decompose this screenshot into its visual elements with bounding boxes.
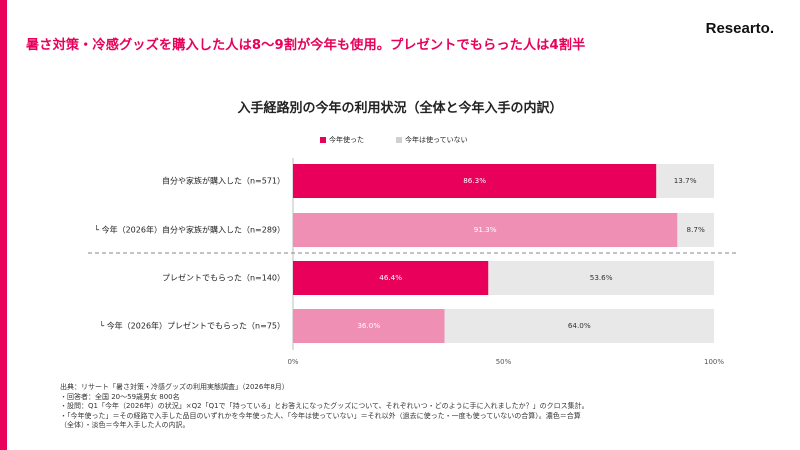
bar-segment bbox=[444, 309, 714, 343]
category-label: プレゼントでもらった（n=140） bbox=[162, 273, 285, 283]
bar-value-label: 53.6% bbox=[590, 273, 613, 282]
bar-value-label: 13.7% bbox=[674, 176, 697, 185]
category-label: └ 今年（2026年）プレゼントでもらった（n=75） bbox=[99, 321, 285, 331]
chart-title: 入手経路別の今年の利用状況（全体と今年入手の内訳） bbox=[237, 101, 563, 116]
bar-value-label: 64.0% bbox=[568, 321, 591, 330]
source-line: ・設問：Q1「今年（2026年）の状況」×Q2「Q1で「持っている」とお答えにな… bbox=[60, 402, 589, 410]
source-line: ・回答者：全国 20～59歳男女 800名 bbox=[60, 392, 180, 401]
bar-segment bbox=[488, 261, 714, 295]
bar-value-label: 36.0% bbox=[357, 321, 380, 330]
page-headline: 暑さ対策・冷感グッズを購入した人は8～9割が今年も使用。プレゼントでもらった人は… bbox=[26, 38, 586, 53]
bar-segment bbox=[293, 164, 657, 198]
bar-value-label: 86.3% bbox=[463, 176, 486, 185]
x-tick-label: 0% bbox=[287, 358, 298, 366]
bar-value-label: 91.3% bbox=[474, 225, 497, 234]
brand-logo: Researto. bbox=[705, 20, 774, 37]
stacked-bar-chart: 今年使った 今年は使っていない 86.3% 13.7% 自分や家族が購入した（n=571… bbox=[88, 135, 736, 366]
legend-label: 今年は使っていない bbox=[405, 135, 468, 144]
bar-value-label: 46.4% bbox=[379, 273, 402, 282]
bar-segment bbox=[293, 309, 445, 343]
category-label: 自分や家族が購入した（n=571） bbox=[162, 176, 285, 186]
legend-swatch bbox=[396, 137, 402, 143]
bar-segment bbox=[656, 164, 714, 198]
legend-swatch bbox=[320, 137, 326, 143]
source-line: （全体）・淡色＝今年入手した人の内訳。 bbox=[60, 421, 190, 429]
category-label: └ 今年（2026年）自分や家族が購入した（n=289） bbox=[94, 225, 285, 235]
source-line: 出典：リサート「暑さ対策・冷感グッズの利用実態調査」（2026年8月） bbox=[60, 383, 289, 391]
legend-label: 今年使った bbox=[329, 135, 364, 144]
bar-segment bbox=[293, 213, 678, 247]
x-tick-label: 50% bbox=[496, 358, 512, 366]
source-line: ・「今年使った」＝その経路で入手した品目のいずれかを今年使った人、「今年は使って… bbox=[60, 411, 581, 420]
bar-segment bbox=[293, 261, 489, 295]
accent-stripe bbox=[0, 0, 7, 450]
source-notes: 出典：リサート「暑さ対策・冷感グッズの利用実態調査」（2026年8月） ・回答者… bbox=[60, 383, 760, 431]
x-tick-label: 100% bbox=[704, 358, 724, 366]
bar-segment bbox=[677, 213, 714, 247]
bar-value-label: 8.7% bbox=[687, 225, 705, 234]
